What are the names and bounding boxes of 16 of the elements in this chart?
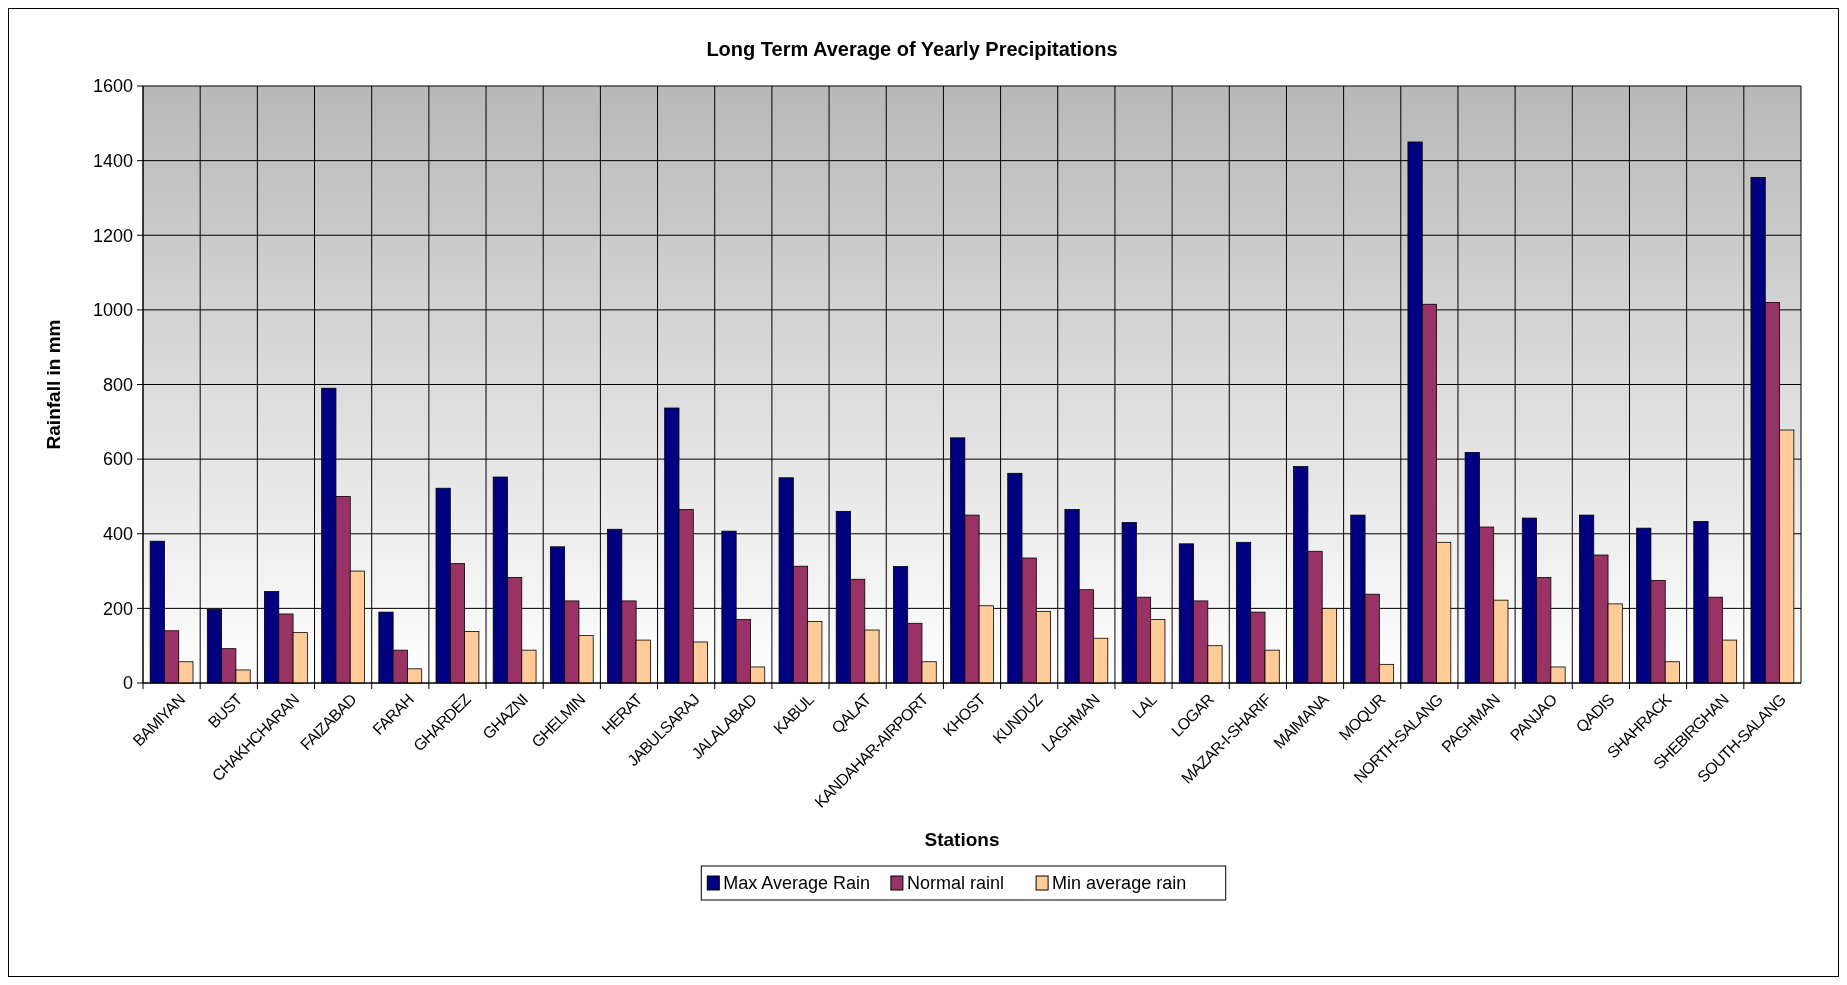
y-tick-label: 200 — [102, 598, 133, 619]
y-tick-label: 600 — [102, 449, 133, 470]
y-tick-label: 0 — [122, 673, 133, 694]
legend-label: Max Average Rain — [723, 873, 871, 893]
legend-label: Min average rain — [1052, 873, 1187, 893]
y-tick-label: 1400 — [92, 150, 133, 171]
legend-label: Normal rainl — [906, 873, 1004, 893]
y-tick-label: 1200 — [92, 225, 133, 246]
y-tick-label: 800 — [102, 374, 133, 395]
y-tick-label: 1600 — [92, 76, 133, 97]
y-axis-title: Rainfall in mm — [43, 319, 64, 450]
y-tick-label: 400 — [102, 524, 133, 545]
y-tick-label: 1000 — [92, 300, 133, 321]
chart-title: Long Term Average of Yearly Precipitations — [706, 38, 1118, 60]
x-axis-title: Stations — [924, 829, 1000, 850]
x-tick-label: LAL — [1129, 690, 1161, 722]
